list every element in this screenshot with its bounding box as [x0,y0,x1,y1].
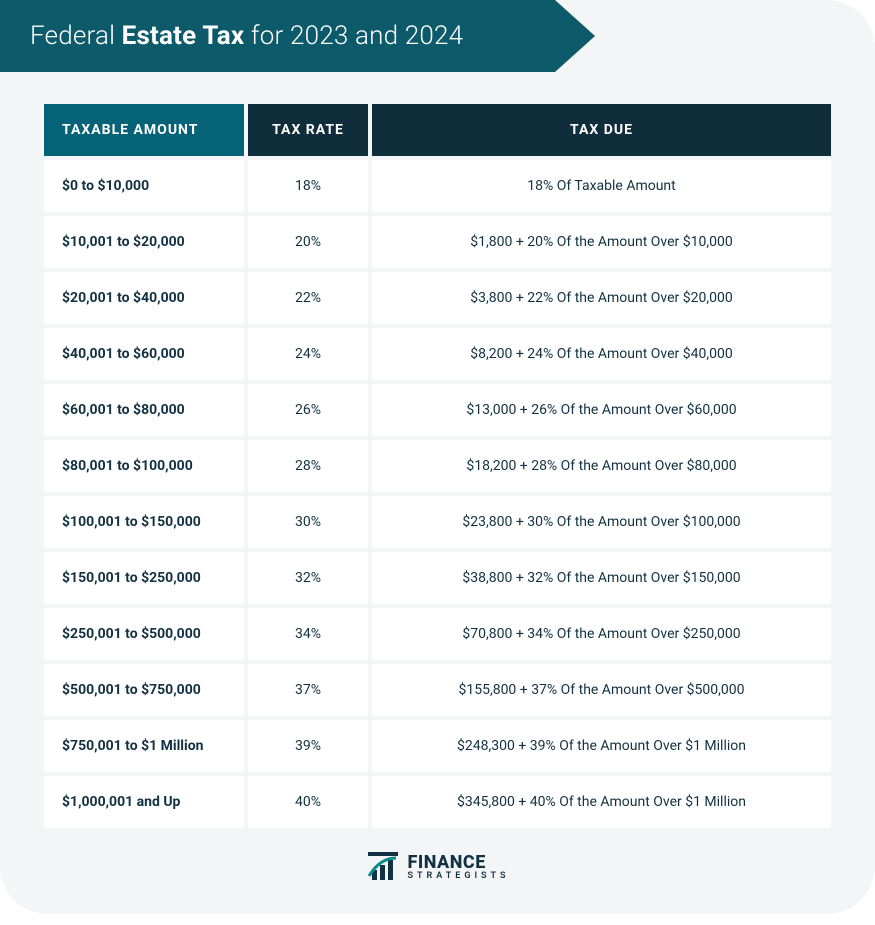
cell-due: $23,800 + 30% Of the Amount Over $100,00… [372,496,831,548]
col-header-taxable-amount: TAXABLE AMOUNT [44,104,244,156]
cell-amount: $60,001 to $80,000 [44,384,244,436]
cell-amount: $500,001 to $750,000 [44,664,244,716]
col-header-tax-rate: TAX RATE [248,104,368,156]
logo-sub-text: STRATEGISTS [408,872,510,881]
cell-due: $1,800 + 20% Of the Amount Over $10,000 [372,216,831,268]
cell-rate: 18% [248,160,368,212]
cell-due: $18,200 + 28% Of the Amount Over $80,000 [372,440,831,492]
cell-rate: 39% [248,720,368,772]
table-row: $250,001 to $500,00034%$70,800 + 34% Of … [44,608,831,660]
title-prefix: Federal [30,21,122,51]
table-row: $750,001 to $1 Million39%$248,300 + 39% … [44,720,831,772]
table-row: $0 to $10,00018%18% Of Taxable Amount [44,160,831,212]
cell-due: $155,800 + 37% Of the Amount Over $500,0… [372,664,831,716]
logo-chart-icon [366,852,400,882]
cell-due: $345,800 + 40% Of the Amount Over $1 Mil… [372,776,831,828]
infographic-card: Federal Estate Tax for 2023 and 2024 TAX… [0,0,875,914]
cell-due: $13,000 + 26% Of the Amount Over $60,000 [372,384,831,436]
cell-rate: 40% [248,776,368,828]
cell-amount: $0 to $10,000 [44,160,244,212]
brand-logo: FINANCE STRATEGISTS [366,852,510,882]
table-row: $40,001 to $60,00024%$8,200 + 24% Of the… [44,328,831,380]
cell-rate: 37% [248,664,368,716]
cell-amount: $80,001 to $100,000 [44,440,244,492]
table-row: $500,001 to $750,00037%$155,800 + 37% Of… [44,664,831,716]
table-row: $150,001 to $250,00032%$38,800 + 32% Of … [44,552,831,604]
table-row: $1,000,001 and Up40%$345,800 + 40% Of th… [44,776,831,828]
title-suffix: for 2023 and 2024 [244,21,463,51]
cell-amount: $40,001 to $60,000 [44,328,244,380]
cell-amount: $10,001 to $20,000 [44,216,244,268]
cell-due: $70,800 + 34% Of the Amount Over $250,00… [372,608,831,660]
cell-rate: 24% [248,328,368,380]
cell-amount: $150,001 to $250,000 [44,552,244,604]
cell-rate: 32% [248,552,368,604]
cell-amount: $100,001 to $150,000 [44,496,244,548]
cell-due: $8,200 + 24% Of the Amount Over $40,000 [372,328,831,380]
cell-due: $38,800 + 32% Of the Amount Over $150,00… [372,552,831,604]
cell-amount: $250,001 to $500,000 [44,608,244,660]
cell-rate: 34% [248,608,368,660]
cell-amount: $750,001 to $1 Million [44,720,244,772]
cell-rate: 20% [248,216,368,268]
cell-due: $3,800 + 22% Of the Amount Over $20,000 [372,272,831,324]
table-row: $80,001 to $100,00028%$18,200 + 28% Of t… [44,440,831,492]
cell-due: 18% Of Taxable Amount [372,160,831,212]
title-banner: Federal Estate Tax for 2023 and 2024 [0,0,875,72]
estate-tax-table: TAXABLE AMOUNT TAX RATE TAX DUE $0 to $1… [40,100,835,832]
cell-amount: $1,000,001 and Up [44,776,244,828]
col-header-tax-due: TAX DUE [372,104,831,156]
cell-due: $248,300 + 39% Of the Amount Over $1 Mil… [372,720,831,772]
cell-amount: $20,001 to $40,000 [44,272,244,324]
title-bold: Estate Tax [122,21,245,51]
logo-container: FINANCE STRATEGISTS [0,852,875,882]
table-row: $60,001 to $80,00026%$13,000 + 26% Of th… [44,384,831,436]
logo-main-text: FINANCE [408,854,510,872]
cell-rate: 30% [248,496,368,548]
logo-text: FINANCE STRATEGISTS [408,854,510,881]
cell-rate: 28% [248,440,368,492]
table-header-row: TAXABLE AMOUNT TAX RATE TAX DUE [44,104,831,156]
table-body: $0 to $10,00018%18% Of Taxable Amount$10… [44,160,831,828]
page-title: Federal Estate Tax for 2023 and 2024 [30,21,463,51]
table-row: $10,001 to $20,00020%$1,800 + 20% Of the… [44,216,831,268]
table-row: $20,001 to $40,00022%$3,800 + 22% Of the… [44,272,831,324]
table-container: TAXABLE AMOUNT TAX RATE TAX DUE $0 to $1… [0,72,875,832]
cell-rate: 22% [248,272,368,324]
table-row: $100,001 to $150,00030%$23,800 + 30% Of … [44,496,831,548]
cell-rate: 26% [248,384,368,436]
